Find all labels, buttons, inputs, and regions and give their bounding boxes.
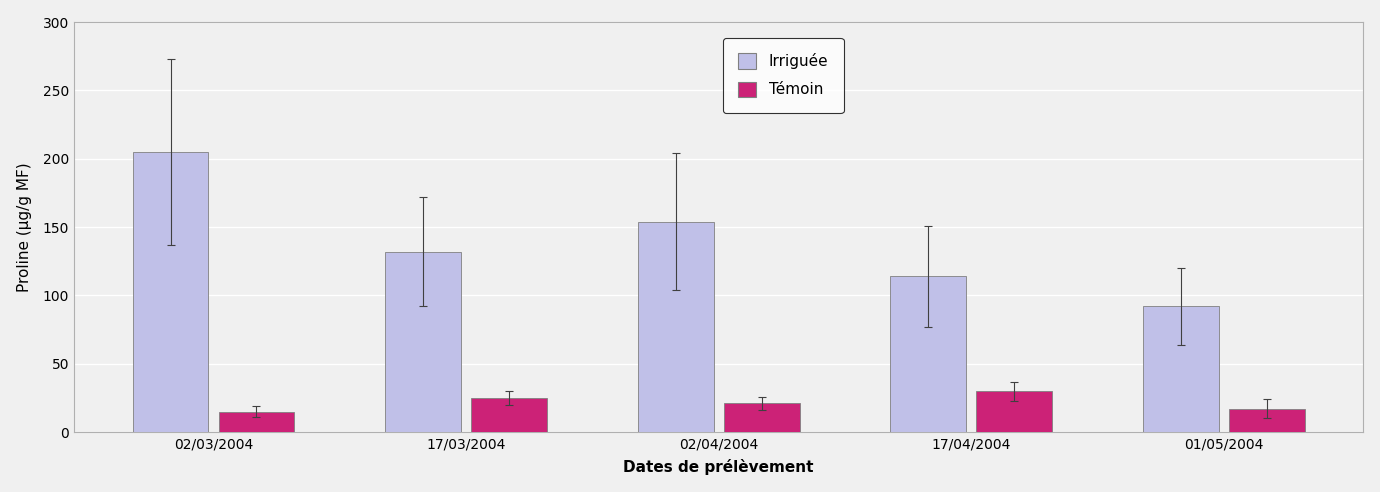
Bar [976, 391, 1052, 432]
Bar [1143, 307, 1219, 432]
Y-axis label: Proline (µg/g MF): Proline (µg/g MF) [17, 162, 32, 292]
Bar [890, 277, 966, 432]
Bar [471, 398, 546, 432]
Bar [723, 403, 799, 432]
Bar [385, 252, 461, 432]
Bar [132, 152, 208, 432]
X-axis label: Dates de prélèvement: Dates de prélèvement [624, 460, 814, 475]
Bar [638, 222, 713, 432]
Bar [218, 412, 294, 432]
Bar [1230, 409, 1304, 432]
Legend: Irriguée, Témoin: Irriguée, Témoin [723, 38, 843, 113]
